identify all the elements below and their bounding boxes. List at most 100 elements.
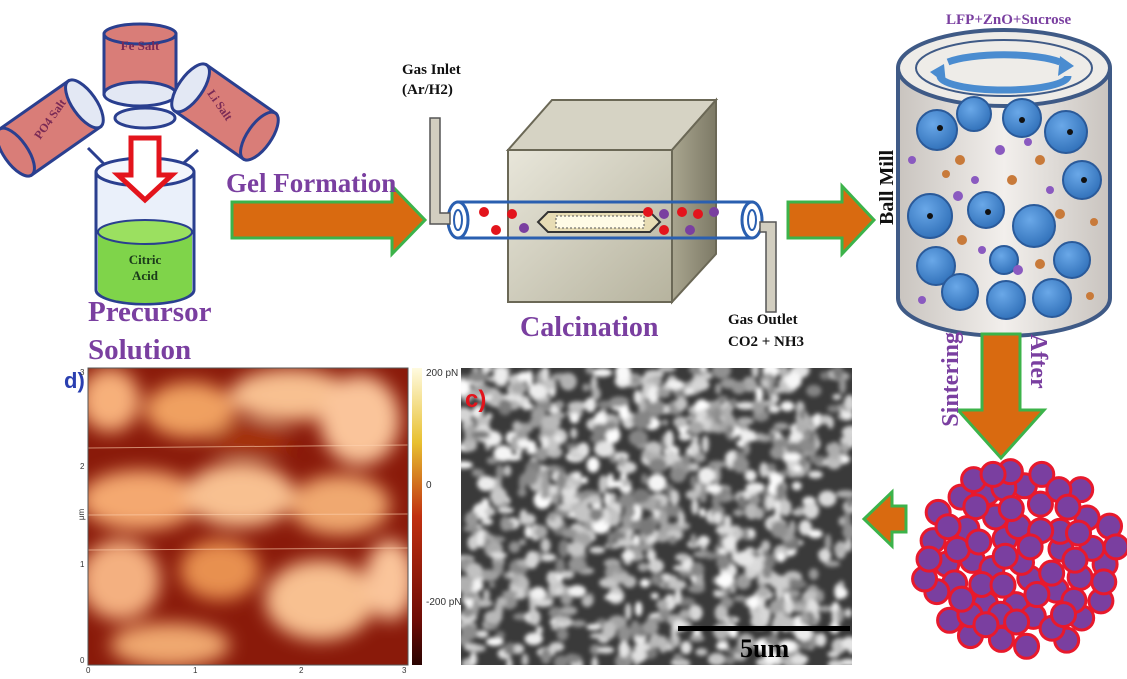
gas-inlet-label: Gas Inlet bbox=[402, 62, 461, 78]
sem-grain bbox=[581, 595, 593, 607]
sample-boat bbox=[536, 211, 662, 233]
sem-grain bbox=[592, 423, 608, 438]
sem-grain bbox=[566, 654, 582, 663]
sem-grain bbox=[840, 436, 852, 445]
sem-grain bbox=[674, 397, 688, 411]
sem-grain bbox=[688, 462, 700, 472]
sem-grain bbox=[658, 635, 668, 654]
sem-grain bbox=[723, 655, 736, 665]
sem-grain bbox=[519, 509, 528, 526]
sem-grain bbox=[506, 657, 513, 665]
sem-grain bbox=[803, 590, 818, 600]
sem-grain bbox=[737, 495, 746, 509]
sem-grain bbox=[482, 541, 490, 549]
arrow-sintering bbox=[954, 332, 1048, 461]
sintered-particle bbox=[972, 611, 1000, 639]
sem-grain bbox=[732, 456, 750, 474]
sem-grain bbox=[522, 468, 539, 486]
fe-salt-label: Fe Salt bbox=[120, 38, 160, 53]
sem-grain bbox=[534, 525, 548, 539]
sem-grain bbox=[471, 468, 481, 477]
sem-grain bbox=[688, 604, 703, 621]
sem-grain bbox=[496, 596, 508, 607]
sem-grain bbox=[485, 412, 493, 420]
sem-grain bbox=[493, 368, 509, 384]
sem-grain bbox=[573, 505, 593, 523]
sem-grain bbox=[751, 398, 766, 415]
sem-grain bbox=[522, 399, 530, 411]
pour-arrow bbox=[111, 135, 179, 204]
sem-grain bbox=[589, 546, 605, 554]
arrow-to-ball-mill bbox=[786, 182, 877, 258]
sem-grain bbox=[722, 405, 732, 421]
sem-grain bbox=[634, 543, 654, 551]
sem-grain bbox=[722, 535, 737, 551]
sem-grain bbox=[630, 620, 641, 637]
sem-grain bbox=[687, 584, 706, 594]
sem-grain bbox=[493, 445, 513, 462]
sintered-particle bbox=[1090, 568, 1118, 596]
sem-grain bbox=[546, 571, 558, 585]
sem-grain bbox=[788, 579, 807, 589]
sem-grain bbox=[772, 438, 789, 449]
sem-grain bbox=[761, 540, 771, 552]
scale-bar-label: 5um bbox=[740, 634, 790, 663]
sem-grain bbox=[774, 500, 782, 514]
sem-micrograph bbox=[461, 368, 852, 665]
sem-grain bbox=[748, 494, 761, 506]
sem-grain bbox=[480, 570, 499, 582]
sem-grain bbox=[695, 409, 708, 419]
sintered-particle bbox=[1023, 581, 1051, 609]
sintered-particle bbox=[1013, 632, 1041, 660]
sem-grain bbox=[803, 502, 820, 519]
sem-grain bbox=[835, 490, 852, 498]
sem-grain bbox=[559, 503, 572, 511]
sem-grain bbox=[824, 560, 841, 567]
sem-grain bbox=[665, 430, 674, 448]
sem-grain bbox=[658, 607, 671, 618]
sem-grain bbox=[700, 368, 707, 373]
sem-grain bbox=[813, 413, 823, 427]
sem-grain bbox=[844, 608, 852, 618]
sem-grain bbox=[617, 455, 626, 467]
sintered-particle bbox=[1061, 546, 1089, 574]
sem-grain bbox=[701, 435, 709, 453]
sem-grain bbox=[528, 609, 541, 626]
sem-grain bbox=[539, 553, 557, 562]
sintered-particle bbox=[965, 528, 993, 556]
sem-grain bbox=[567, 542, 586, 557]
sintered-particle bbox=[934, 513, 962, 541]
sem-grain bbox=[530, 586, 546, 600]
afm-x-tick-1: 1 bbox=[193, 666, 198, 675]
sem-grain bbox=[808, 470, 823, 479]
sem-grain bbox=[464, 511, 479, 527]
afm-x-tick-2: 2 bbox=[299, 666, 304, 675]
sem-grain bbox=[808, 431, 816, 443]
sem-grain bbox=[556, 472, 567, 490]
sem-grain bbox=[585, 368, 594, 375]
sem-grain bbox=[691, 499, 699, 515]
sem-grain bbox=[790, 654, 809, 665]
sem-grain bbox=[739, 430, 755, 443]
panel-d-tag: d) bbox=[64, 368, 85, 393]
sem-grain bbox=[609, 396, 630, 407]
sem-grain bbox=[670, 579, 687, 590]
sem-grain bbox=[561, 570, 575, 579]
sem-grain bbox=[846, 495, 852, 508]
sem-grain bbox=[808, 529, 823, 539]
sem-grain bbox=[658, 368, 676, 372]
sem-grain bbox=[484, 507, 496, 516]
sem-grain bbox=[661, 419, 669, 426]
sem-grain bbox=[728, 398, 738, 408]
sem-grain bbox=[477, 476, 496, 492]
sintered-particle-cluster bbox=[911, 458, 1127, 660]
sem-grain bbox=[769, 445, 786, 460]
sem-grain bbox=[755, 386, 764, 402]
sintered-particle bbox=[1102, 533, 1127, 561]
sem-grain bbox=[650, 574, 661, 586]
sem-grain bbox=[486, 456, 499, 465]
sem-grain bbox=[634, 601, 643, 617]
sem-grain bbox=[558, 539, 569, 558]
sem-grain bbox=[467, 371, 488, 383]
